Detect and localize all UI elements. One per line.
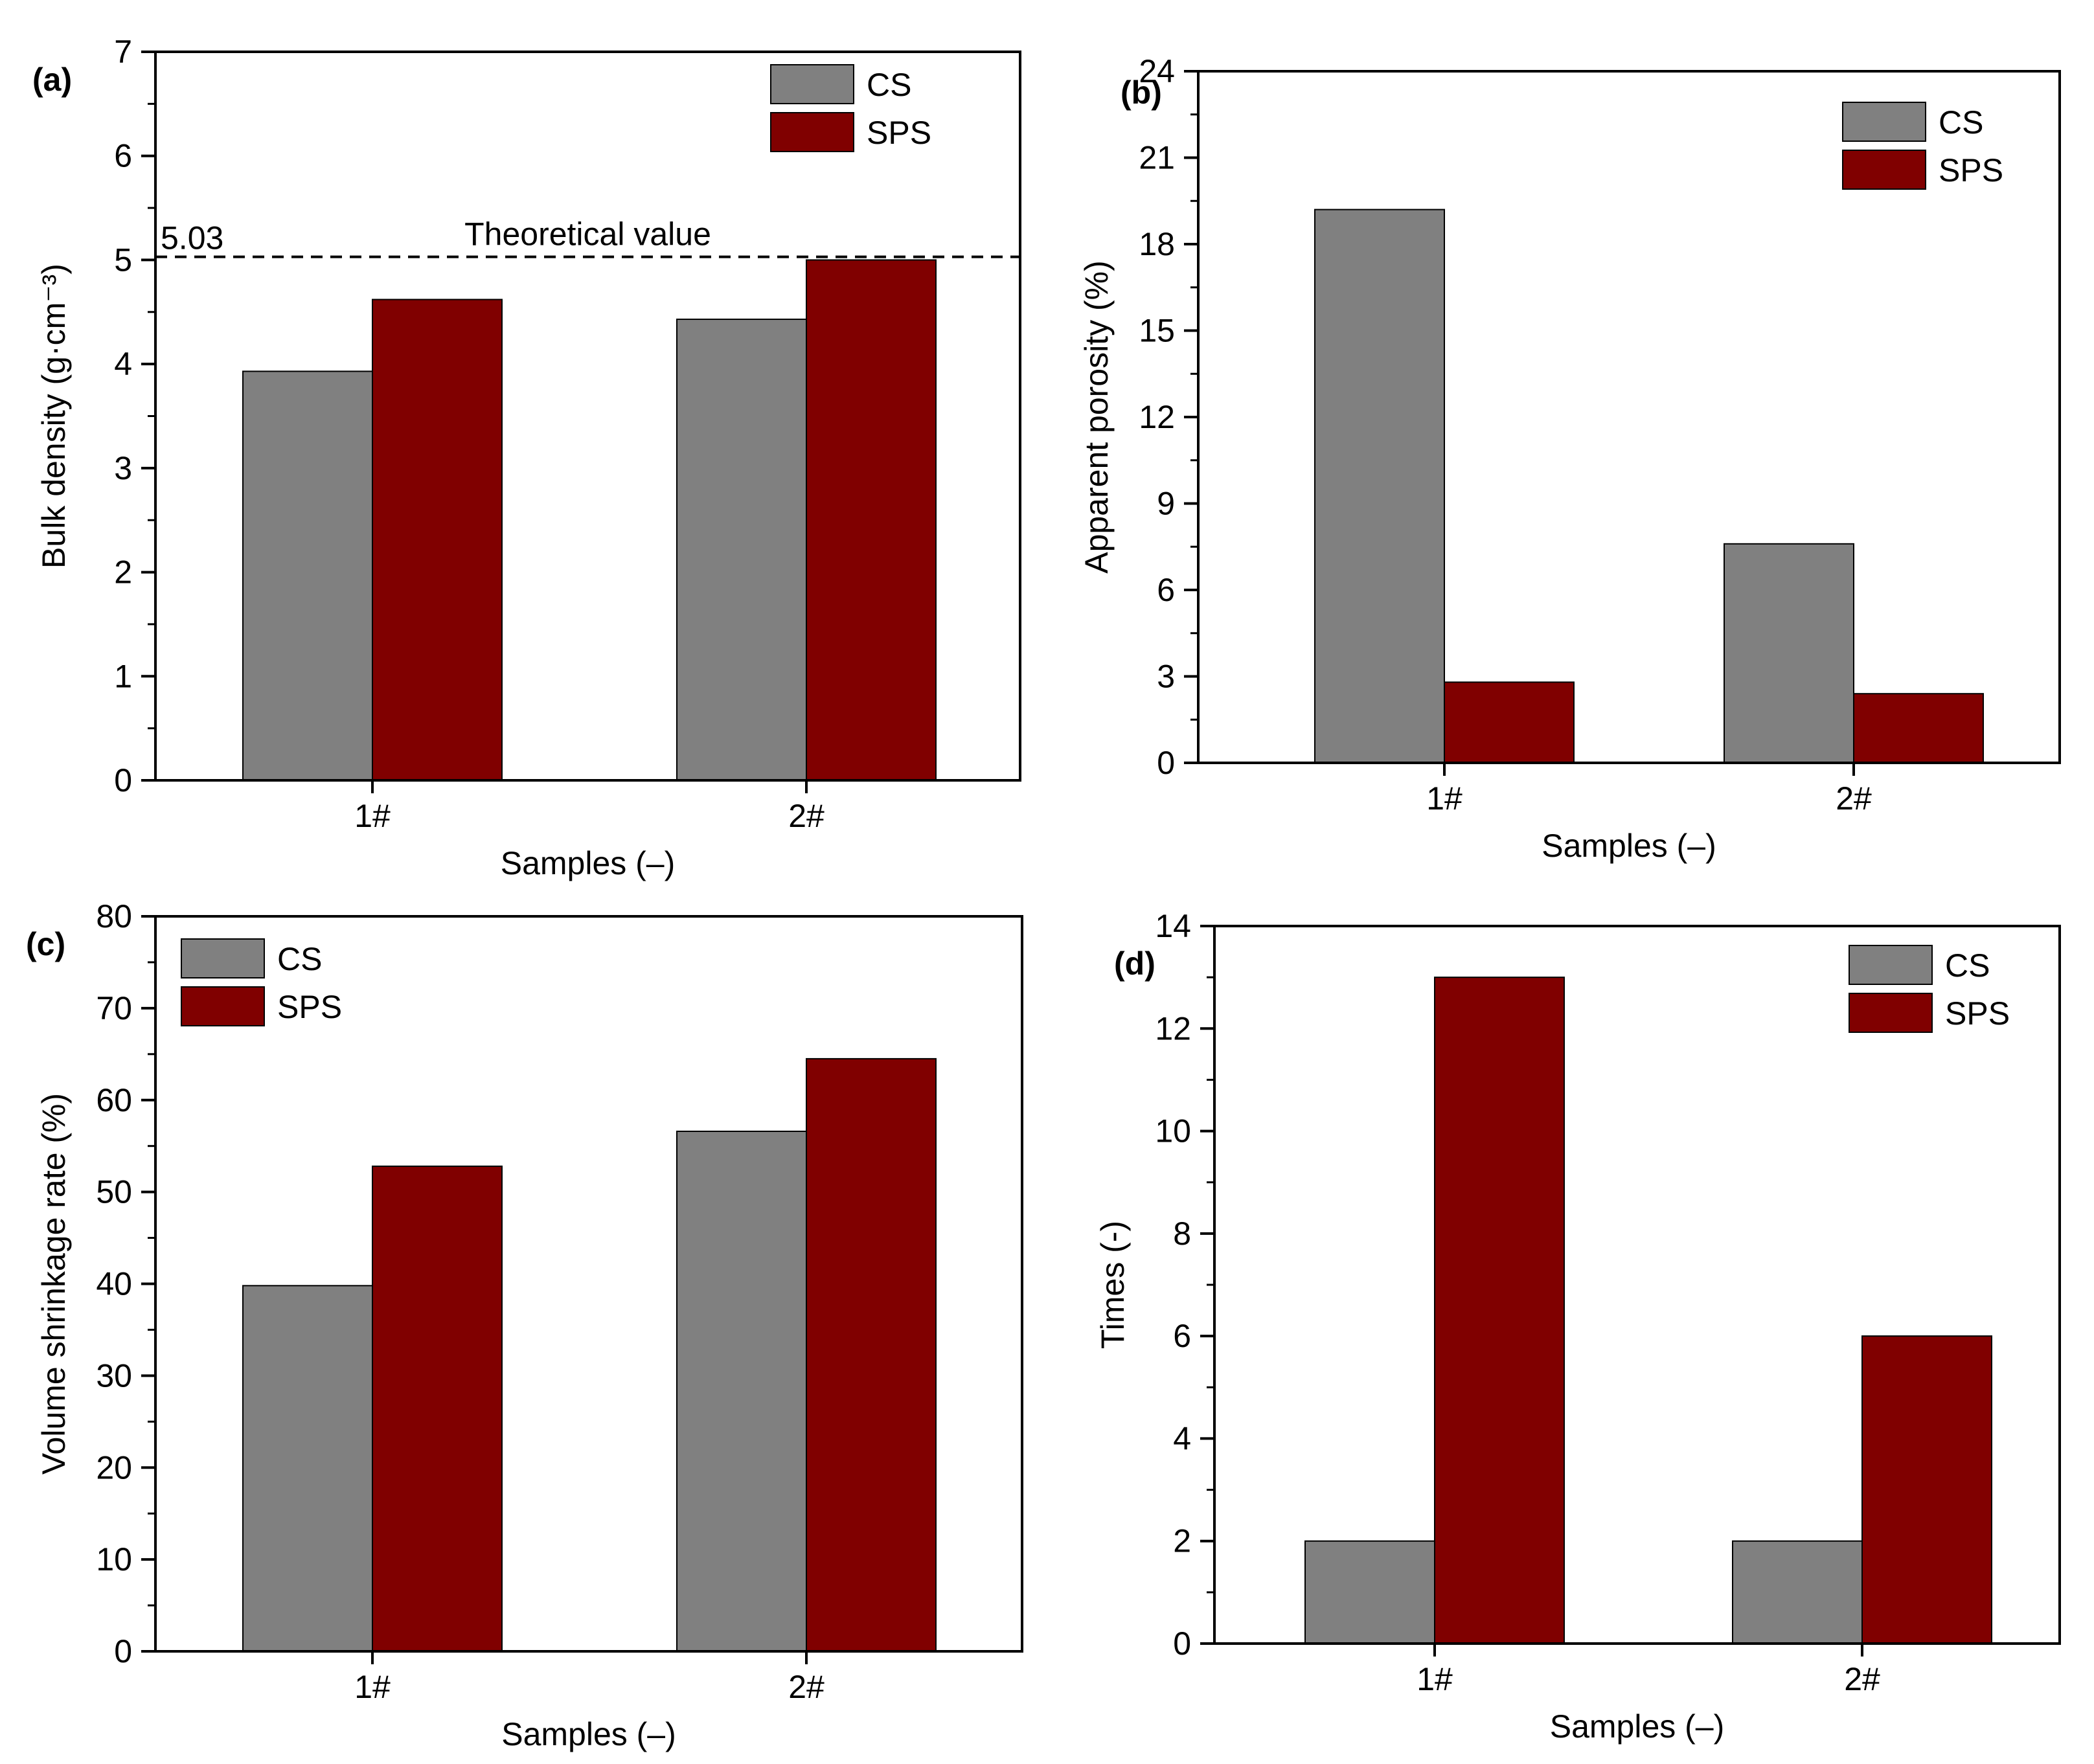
x-tick-label: 2# xyxy=(1844,1661,1880,1697)
legend-label-sps: SPS xyxy=(1939,152,2003,188)
bar-cs-1 xyxy=(242,370,373,781)
legend-swatch-cs xyxy=(1842,102,1926,142)
x-tick-label: 1# xyxy=(354,1669,391,1705)
theoretical-value-number: 5.03 xyxy=(161,220,223,256)
y-tick-label: 14 xyxy=(1155,908,1191,944)
panel-label: (b) xyxy=(1121,74,1162,111)
y-axis-title: Times (-) xyxy=(1095,1221,1131,1349)
y-tick-label: 24 xyxy=(1139,53,1175,89)
y-tick-label: 6 xyxy=(114,138,132,174)
bar-sps-1 xyxy=(372,1165,503,1652)
legend-label-sps: SPS xyxy=(867,115,931,151)
legend-swatch-cs xyxy=(181,938,265,978)
panel-label: (c) xyxy=(26,926,65,962)
x-axis-title: Samples (–) xyxy=(501,845,676,881)
bar-sps-1 xyxy=(1434,977,1565,1644)
bar-sps-1 xyxy=(1444,681,1575,764)
y-tick-label: 4 xyxy=(114,346,132,382)
y-tick-label: 2 xyxy=(1173,1523,1191,1559)
legend-label-cs: CS xyxy=(1939,104,1983,141)
y-tick-label: 8 xyxy=(1173,1216,1191,1252)
y-tick-label: 10 xyxy=(96,1541,132,1577)
y-tick-label: 50 xyxy=(96,1174,132,1210)
bar-cs-1 xyxy=(242,1285,373,1652)
bar-cs-1 xyxy=(1304,1540,1435,1645)
x-tick-label: 1# xyxy=(354,798,391,834)
y-tick-label: 10 xyxy=(1155,1113,1191,1149)
y-tick-label: 6 xyxy=(1157,572,1175,608)
x-axis-title: Samples (–) xyxy=(1550,1708,1725,1745)
legend-label-cs: CS xyxy=(867,67,911,103)
legend-label-sps: SPS xyxy=(1945,995,2010,1032)
y-tick-label: 2 xyxy=(114,554,132,591)
chart-panel-d: 0 2 4 6 8 10 12 14 1# 2# Samples (–) Times (-) (d) CS… xyxy=(1095,908,2061,1745)
y-axis-title: Apparent porosity (%) xyxy=(1078,260,1115,574)
bar-sps-1 xyxy=(372,299,503,781)
bar-cs-2 xyxy=(676,319,807,781)
y-tick-label: 3 xyxy=(1157,659,1175,695)
panel-label: (d) xyxy=(1114,945,1155,982)
theoretical-value-label: Theoretical value xyxy=(464,216,711,253)
x-tick-label: 2# xyxy=(788,798,825,834)
y-axis-title: Bulk density (g·cm⁻³) xyxy=(36,264,72,569)
legend-swatch-sps xyxy=(1849,993,1933,1033)
y-tick-label: 0 xyxy=(114,1633,132,1669)
legend-label-sps: SPS xyxy=(277,989,342,1025)
y-tick-label: 70 xyxy=(96,990,132,1026)
y-tick-label: 30 xyxy=(96,1357,132,1394)
y-tick-label: 5 xyxy=(114,242,132,278)
y-tick-label: 12 xyxy=(1139,399,1175,435)
legend-swatch-sps xyxy=(1842,150,1926,190)
y-tick-label: 0 xyxy=(1157,745,1175,781)
legend: CS SPS xyxy=(181,938,342,1026)
y-tick-label: 6 xyxy=(1173,1318,1191,1354)
bar-sps-2 xyxy=(1861,1335,1992,1644)
y-tick-label: 12 xyxy=(1155,1010,1191,1046)
y-tick-label: 18 xyxy=(1139,226,1175,262)
legend-swatch-cs xyxy=(1849,945,1933,985)
chart-panel-c: 0 10 20 30 40 50 60 70 80 1# 2# Samples (–) Volume s… xyxy=(26,898,1023,1752)
legend: CS SPS xyxy=(770,64,931,152)
x-tick-label: 2# xyxy=(788,1669,825,1705)
legend: CS SPS xyxy=(1849,945,2010,1033)
y-tick-label: 21 xyxy=(1139,140,1175,176)
bar-sps-2 xyxy=(806,1057,937,1652)
y-tick-label: 3 xyxy=(114,450,132,486)
panel-label: (a) xyxy=(32,62,72,98)
y-tick-label: 80 xyxy=(96,898,132,934)
y-tick-label: 15 xyxy=(1139,313,1175,349)
y-tick-label: 60 xyxy=(96,1082,132,1118)
y-tick-label: 7 xyxy=(114,34,132,70)
x-tick-label: 1# xyxy=(1417,1661,1453,1697)
y-tick-label: 9 xyxy=(1157,486,1175,522)
bar-cs-1 xyxy=(1314,209,1445,764)
legend-swatch-sps xyxy=(181,986,265,1026)
bar-sps-2 xyxy=(806,259,937,781)
y-tick-label: 0 xyxy=(114,762,132,798)
y-tick-label: 1 xyxy=(114,658,132,694)
y-tick-label: 4 xyxy=(1173,1420,1191,1456)
y-tick-label: 20 xyxy=(96,1449,132,1486)
bar-cs-2 xyxy=(676,1130,807,1653)
y-axis-title: Volume shrinkage rate (%) xyxy=(36,1093,72,1475)
legend: CS SPS xyxy=(1842,102,2003,190)
legend-label-cs: CS xyxy=(1945,947,1990,984)
x-tick-label: 2# xyxy=(1836,780,1872,817)
legend-swatch-sps xyxy=(770,112,854,152)
bar-cs-2 xyxy=(1724,543,1854,763)
chart-panel-b: 0 3 6 9 12 15 18 21 24 1# 2# Samples (–) Apparent po… xyxy=(1078,53,2061,864)
y-tick-label: 40 xyxy=(96,1266,132,1302)
bar-cs-2 xyxy=(1732,1540,1863,1645)
legend-label-cs: CS xyxy=(277,941,322,977)
chart-panel-a: 5.03 Theoretical value 0 1 2 3 4 5 6 7 1# 2# Samples… xyxy=(32,34,1021,881)
bar-sps-2 xyxy=(1853,693,1984,763)
y-tick-label: 0 xyxy=(1173,1625,1191,1662)
x-axis-title: Samples (–) xyxy=(1542,828,1716,864)
legend-swatch-cs xyxy=(770,64,854,104)
x-axis-title: Samples (–) xyxy=(501,1716,676,1752)
x-tick-label: 1# xyxy=(1426,780,1462,817)
